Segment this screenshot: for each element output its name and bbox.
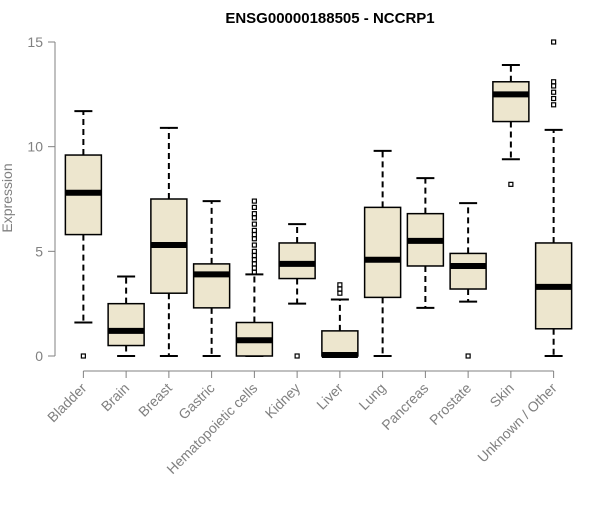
box-iqr bbox=[492, 81, 530, 123]
outlier-point bbox=[251, 231, 257, 238]
box-iqr bbox=[363, 206, 402, 299]
y-tick-label: 5 bbox=[35, 243, 43, 259]
x-tick-label: Skin bbox=[486, 380, 517, 411]
y-axis: 0 5 10 15 bbox=[27, 34, 56, 364]
outlier-point bbox=[251, 252, 257, 259]
x-tick-label: Unknown / Other bbox=[474, 380, 560, 466]
y-tick-label: 10 bbox=[27, 139, 43, 155]
x-tick-label: Kidney bbox=[262, 380, 304, 422]
outlier-point bbox=[337, 290, 343, 296]
outlier-point bbox=[294, 353, 300, 359]
outlier-point bbox=[251, 248, 257, 254]
y-tick-label: 15 bbox=[27, 34, 43, 50]
y-axis-label: Expression bbox=[0, 163, 15, 232]
outlier-point bbox=[251, 257, 257, 263]
box-bladder bbox=[64, 110, 103, 359]
outlier-point bbox=[251, 221, 257, 227]
box-iqr bbox=[321, 330, 359, 357]
box-skin bbox=[492, 64, 530, 187]
x-tick-label: Liver bbox=[313, 380, 346, 413]
x-tick-label: Bladder bbox=[44, 380, 90, 426]
box-iqr bbox=[107, 302, 145, 347]
outlier-point bbox=[80, 353, 86, 359]
outlier-point bbox=[251, 204, 257, 210]
box-pancreas bbox=[406, 177, 445, 309]
x-tick-label: Breast bbox=[135, 380, 175, 420]
outlier-point bbox=[551, 102, 557, 108]
outlier-point bbox=[251, 198, 257, 204]
box-gastric bbox=[192, 200, 231, 357]
box-unknown-other bbox=[534, 39, 573, 357]
x-tick-label: Prostate bbox=[426, 380, 474, 428]
outlier-point bbox=[251, 261, 257, 267]
outlier-point bbox=[337, 286, 343, 292]
outlier-point bbox=[551, 83, 557, 89]
x-tick-label: Brain bbox=[98, 380, 132, 414]
outlier-point bbox=[508, 181, 514, 187]
box-iqr bbox=[449, 252, 487, 290]
box-iqr bbox=[192, 263, 231, 309]
outlier-point bbox=[251, 227, 257, 233]
x-tick-label: Pancreas bbox=[378, 380, 431, 433]
outlier-point bbox=[551, 95, 557, 102]
box-prostate bbox=[449, 202, 487, 359]
box-group bbox=[64, 39, 573, 359]
outlier-point bbox=[337, 282, 343, 288]
box-breast bbox=[150, 126, 188, 357]
box-hematopoietic-cells bbox=[235, 198, 274, 357]
outlier-point bbox=[551, 39, 557, 45]
box-liver bbox=[321, 282, 359, 358]
outlier-point bbox=[251, 215, 257, 221]
box-kidney bbox=[278, 223, 316, 359]
outlier-point bbox=[251, 211, 257, 217]
x-tick-label: Lung bbox=[355, 380, 388, 413]
y-tick-label: 0 bbox=[35, 348, 43, 364]
outlier-point bbox=[251, 265, 257, 271]
outlier-point bbox=[551, 89, 557, 95]
outlier-point bbox=[551, 79, 557, 85]
x-tick-label: Gastric bbox=[175, 380, 218, 423]
box-iqr bbox=[278, 242, 316, 280]
box-brain bbox=[107, 275, 145, 357]
outlier-point bbox=[251, 242, 257, 248]
chart-title: ENSG00000188505 - NCCRP1 bbox=[225, 10, 434, 27]
outlier-point bbox=[465, 353, 471, 359]
outlier-point bbox=[251, 236, 257, 242]
box-lung bbox=[363, 149, 402, 357]
